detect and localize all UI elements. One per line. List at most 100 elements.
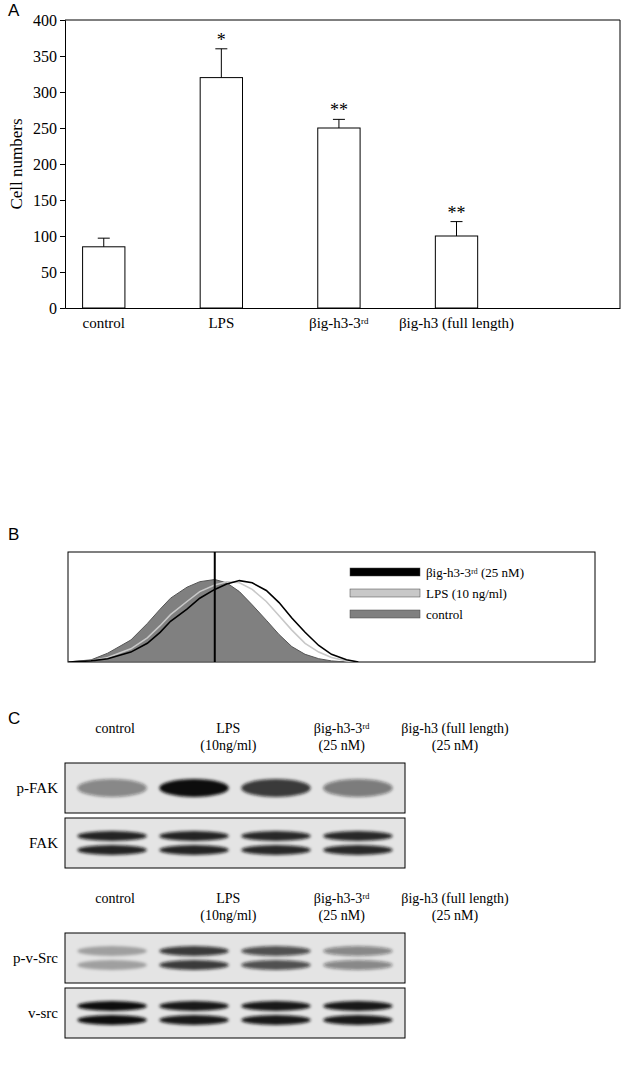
tick-mark (60, 56, 65, 57)
band (159, 779, 229, 797)
tick: LPS (208, 308, 234, 331)
error-stem (221, 49, 222, 78)
lane-header: control (95, 891, 135, 906)
band-part (323, 946, 393, 956)
band-part (159, 831, 229, 841)
tick-label: 150 (33, 192, 57, 209)
band-part (77, 845, 147, 855)
tick: 150 (33, 192, 65, 209)
panel-label: A (8, 1, 20, 20)
tick-label: 100 (33, 228, 57, 245)
band-part (77, 831, 147, 841)
blot-group: controlLPS(10ng/ml)βig-h3-3ʳᵈ(25 nM)βig-… (17, 721, 509, 868)
error-cap (98, 238, 110, 239)
tick-mark (60, 308, 65, 309)
tick: βig-h3 (full length) (399, 308, 514, 332)
frame-top (65, 20, 620, 21)
band-part (77, 1001, 147, 1011)
tick: βig-h3-3ʳᵈ (309, 308, 369, 331)
tick: 300 (33, 84, 65, 101)
tick-label: 350 (33, 48, 57, 65)
band-part (323, 845, 393, 855)
error-bar (215, 49, 227, 78)
tick: 50 (41, 264, 65, 281)
band-part (241, 960, 311, 970)
error-bar (98, 238, 110, 247)
plot-frame (68, 552, 595, 662)
tick: 100 (33, 228, 65, 245)
tick: 0 (49, 300, 65, 317)
error-stem (103, 238, 104, 247)
panel-label: B (8, 525, 19, 544)
band (241, 946, 311, 970)
tick-mark (60, 272, 65, 273)
bar (318, 128, 360, 308)
tick: 250 (33, 120, 65, 137)
bar (83, 247, 125, 308)
tick-mark (60, 128, 65, 129)
legend-label: LPS (10 ng/ml) (426, 586, 507, 601)
tick-mark (60, 164, 65, 165)
tick-label: 200 (33, 156, 57, 173)
histogram-chart: βig-h3-3ʳᵈ (25 nM)LPS (10 ng/ml)control (68, 552, 595, 662)
tick: control (83, 308, 126, 331)
bar (435, 236, 477, 308)
band (323, 946, 393, 970)
figure: ABC*****050100150200250300350400controlL… (0, 0, 633, 1065)
series-line (68, 582, 358, 662)
band-part (323, 1001, 393, 1011)
row-label: v-src (28, 1005, 58, 1021)
y-axis-title: Cell numbers (7, 118, 26, 209)
lane-header: (10ng/ml) (200, 738, 256, 754)
panel-label: C (8, 709, 20, 728)
band-part (77, 960, 147, 970)
lane-header: (25 nM) (432, 908, 479, 924)
band (159, 1001, 229, 1025)
tick-label: 250 (33, 120, 57, 137)
band-part (159, 1015, 229, 1025)
tick: 200 (33, 156, 65, 173)
band (241, 831, 311, 855)
significance: * (217, 30, 226, 50)
lane-header: βig-h3 (full length) (401, 721, 509, 737)
legend-swatch (350, 568, 420, 576)
lane-header: (25 nM) (319, 908, 366, 924)
band-part (323, 960, 393, 970)
lane-header: (25 nM) (319, 738, 366, 754)
series-line (68, 581, 358, 662)
axis-line (66, 308, 621, 309)
band-part (323, 831, 393, 841)
frame-right (620, 20, 621, 308)
tick: 400 (33, 12, 65, 29)
lane-header: βig-h3 (full length) (401, 891, 509, 907)
blot-frame (65, 763, 405, 813)
band-part (159, 960, 229, 970)
legend-label: βig-h3-3ʳᵈ (25 nM) (426, 565, 524, 580)
band-part (323, 1015, 393, 1025)
lane-header: (25 nM) (432, 738, 479, 754)
row-label: FAK (29, 835, 58, 851)
band (323, 779, 393, 797)
error-bar (333, 119, 345, 128)
row-label: p-v-Src (13, 950, 58, 966)
lane-header: βig-h3-3ʳᵈ (314, 891, 370, 906)
band (241, 1001, 311, 1025)
lane-header: LPS (216, 891, 240, 906)
band (77, 1001, 147, 1025)
tick-label: βig-h3 (full length) (399, 315, 514, 332)
band (159, 946, 229, 970)
tick: 350 (33, 48, 65, 65)
lane-header: control (95, 721, 135, 736)
tick-mark (60, 236, 65, 237)
row-label: p-FAK (17, 780, 59, 796)
tick-mark (60, 200, 65, 201)
axis-line (60, 21, 66, 309)
band-part (241, 1001, 311, 1011)
tick-label: LPS (208, 315, 234, 331)
tick-mark (60, 20, 65, 21)
blot-frame (65, 818, 405, 868)
plot-area (83, 49, 478, 308)
band-part (241, 1015, 311, 1025)
error-stem (456, 222, 457, 236)
band (77, 831, 147, 855)
